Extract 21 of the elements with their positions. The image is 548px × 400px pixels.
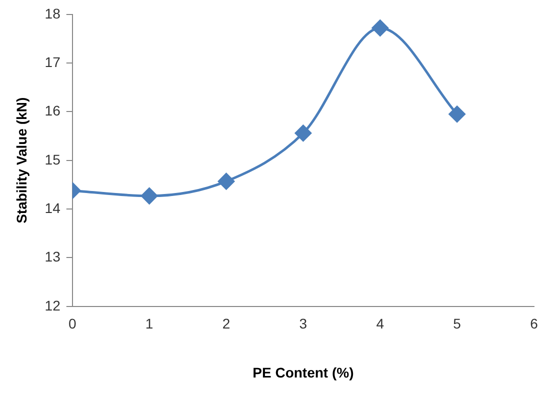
- point: [372, 20, 388, 36]
- x-axis-title: PE Content (%): [252, 364, 354, 380]
- y-tick-label: 16: [44, 102, 61, 119]
- y-tick-label: 14: [44, 200, 61, 216]
- x-tick-label: 6: [530, 316, 538, 332]
- y-axis-title: Stability Value (kN): [13, 97, 30, 224]
- x-tick-label: 1: [145, 316, 154, 332]
- point: [218, 173, 234, 190]
- y-tick-label: 15: [44, 151, 61, 168]
- point: [448, 106, 466, 122]
- x-tick-label: 0: [68, 316, 76, 332]
- point: [294, 124, 312, 142]
- x-tick-label: 4: [376, 316, 384, 332]
- x-tick-label: 2: [222, 316, 230, 332]
- x-tick-label: 5: [453, 316, 462, 332]
- y-tick-label: 17: [44, 54, 61, 70]
- x-tick-label: 3: [299, 316, 308, 332]
- y-tick-label: 18: [44, 5, 61, 22]
- point: [141, 188, 158, 204]
- y-tick-label: 13: [44, 248, 61, 265]
- y-tick-label: 12: [44, 297, 61, 314]
